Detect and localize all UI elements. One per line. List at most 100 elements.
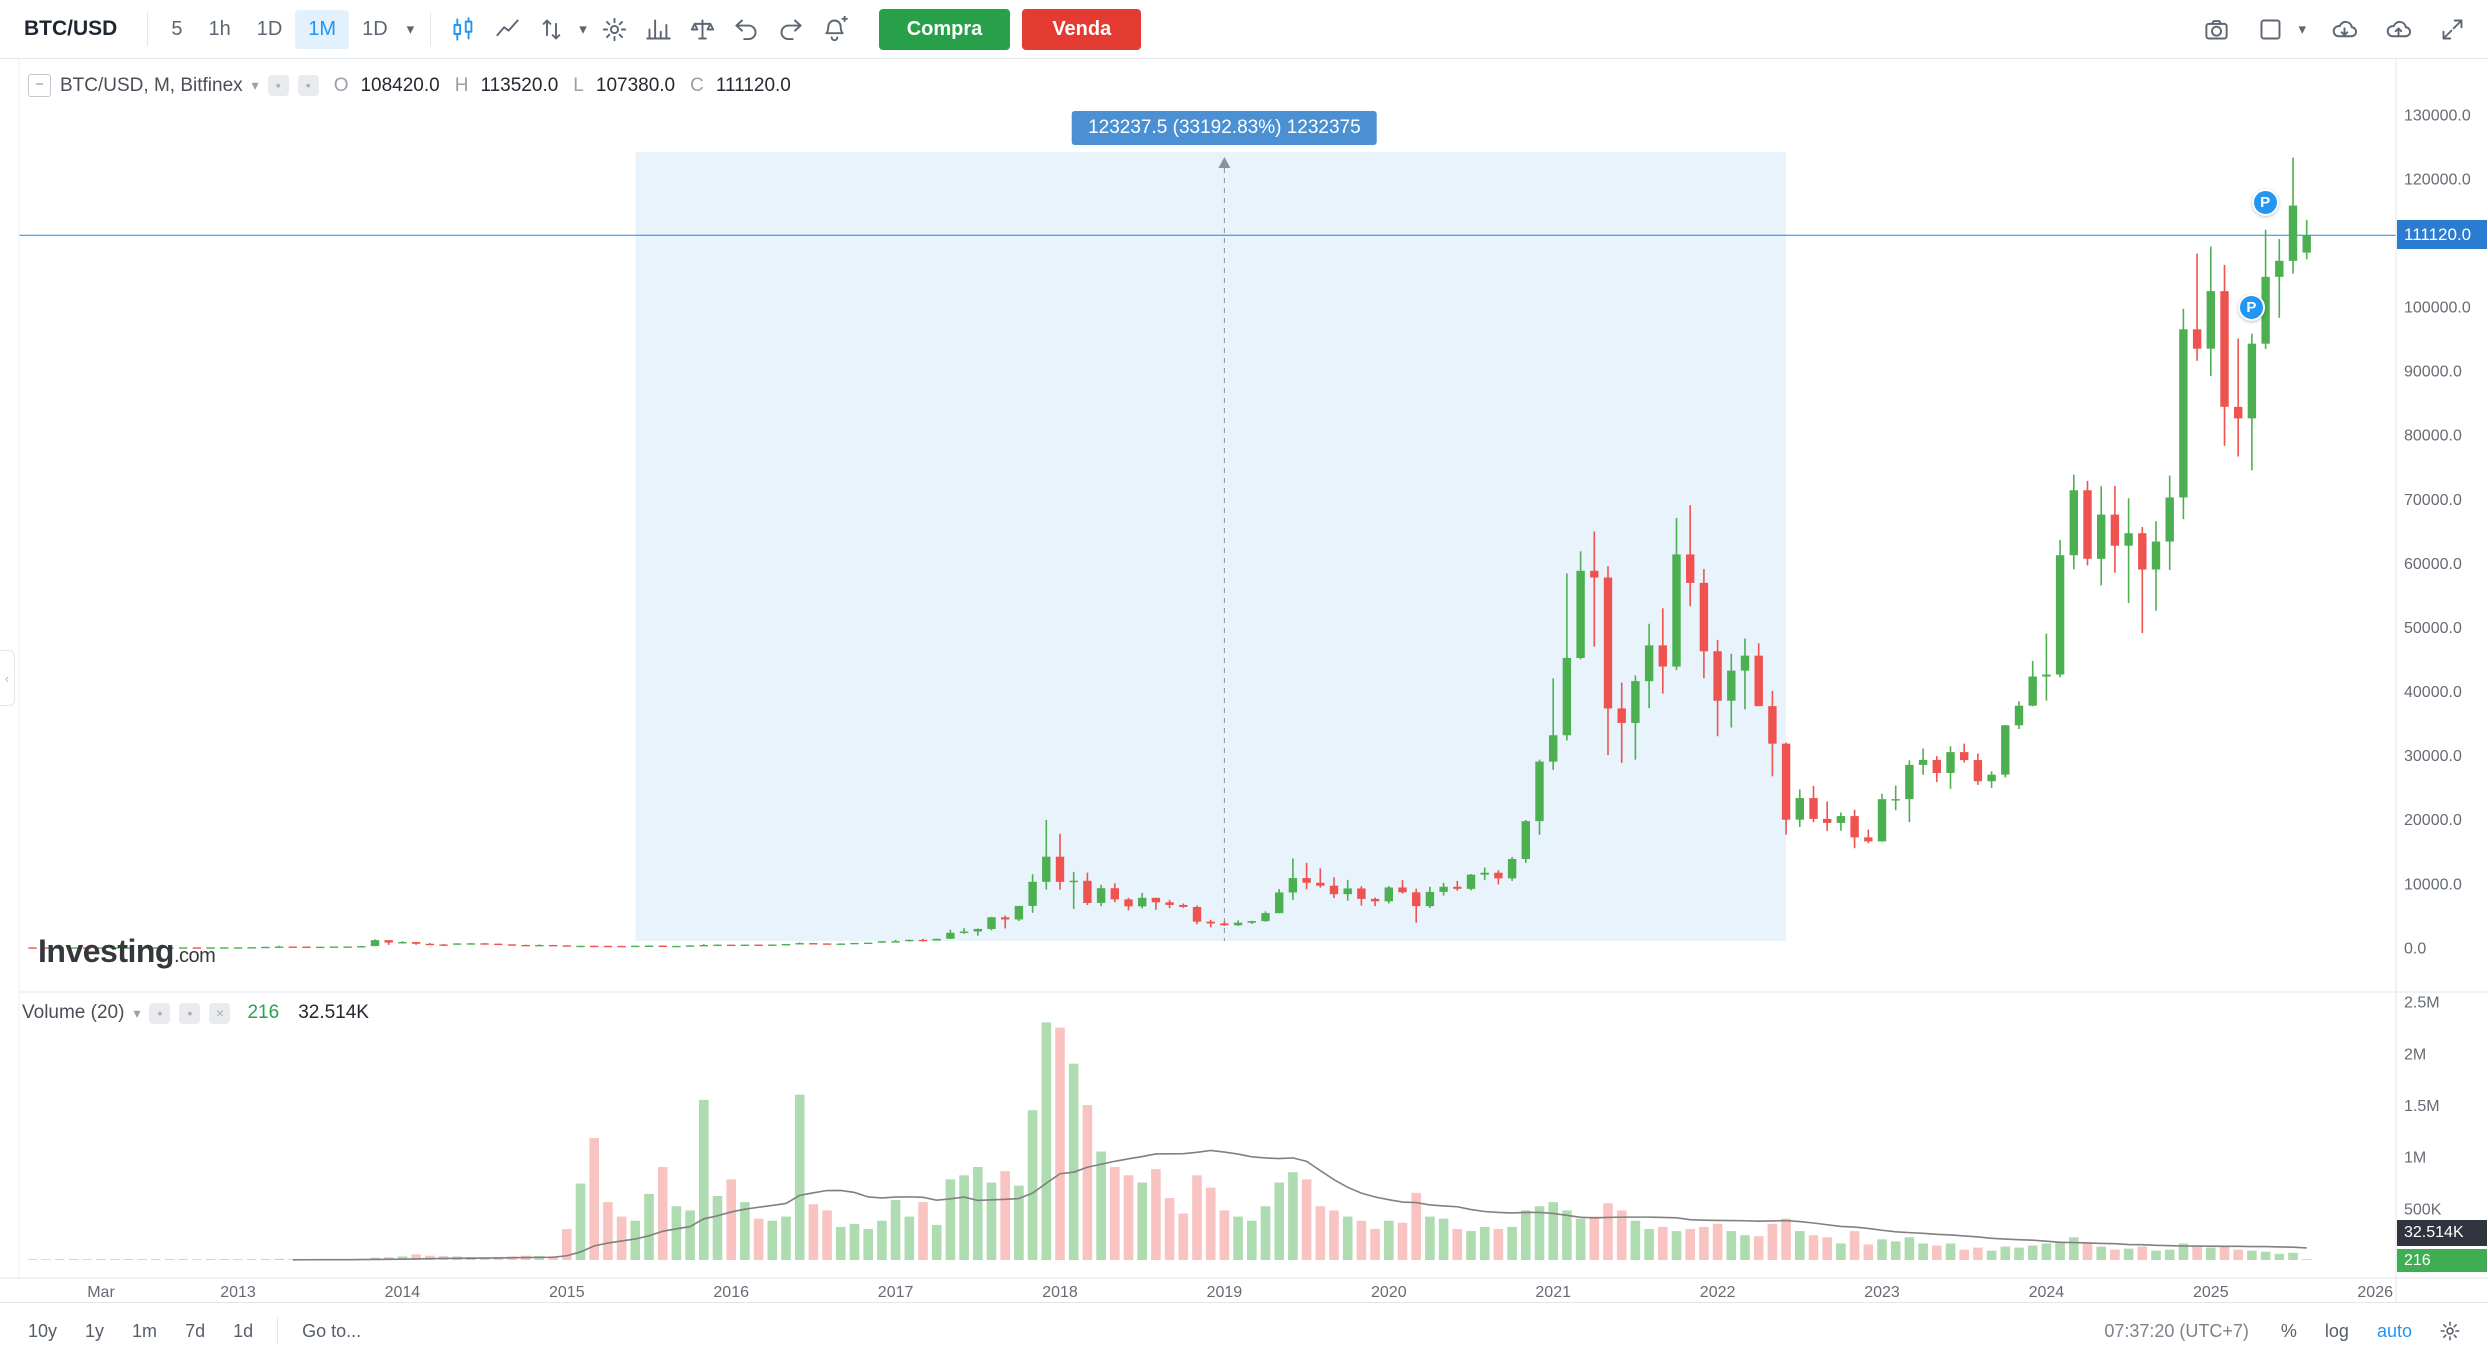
candlestick-icon: [453, 16, 473, 41]
layout-button[interactable]: [2248, 7, 2292, 51]
svg-text:2023: 2023: [1864, 1284, 1900, 1301]
interval-1d-2[interactable]: 1D: [349, 10, 401, 49]
close-icon[interactable]: ×: [209, 1002, 231, 1024]
svg-text:2022: 2022: [1700, 1284, 1736, 1301]
indicators-button[interactable]: [637, 7, 681, 51]
range-1m-button[interactable]: 1m: [120, 1314, 169, 1349]
interval-5[interactable]: 5: [158, 10, 195, 49]
compare-button[interactable]: [529, 7, 573, 51]
svg-text:2017: 2017: [878, 1284, 914, 1301]
svg-text:2026: 2026: [2357, 1284, 2393, 1301]
position-marker-1[interactable]: P: [2251, 188, 2279, 216]
footer-settings-button[interactable]: [2428, 1309, 2472, 1353]
high-value: 113520.0: [480, 74, 559, 96]
svg-text:10000.0: 10000.0: [2404, 876, 2462, 893]
interval-1m-active[interactable]: 1M: [295, 9, 350, 49]
svg-text:2015: 2015: [549, 1284, 585, 1301]
svg-text:2.5M: 2.5M: [2404, 995, 2440, 1012]
bottom-toolbar: 10y 1y 1m 7d 1d Go to... 07:37:20 (UTC+7…: [0, 1302, 2488, 1359]
visibility-icon[interactable]: •: [149, 1002, 171, 1024]
symbol-button[interactable]: BTC/USD: [24, 17, 118, 40]
investing-logo: Investing.com: [38, 933, 216, 970]
svg-text:80000.0: 80000.0: [2404, 428, 2462, 445]
toolbar-right: ▾: [2184, 7, 2474, 51]
svg-text:120000.0: 120000.0: [2404, 171, 2471, 188]
close-label: C: [690, 74, 704, 96]
chart-type-candles-button[interactable]: [441, 7, 485, 51]
screenshot-button[interactable]: [2194, 7, 2238, 51]
price-badge: 111120.0: [2397, 220, 2487, 250]
log-scale-button[interactable]: log: [2313, 1314, 2361, 1349]
volume-last-badge: 216: [2397, 1249, 2487, 1272]
svg-text:2M: 2M: [2404, 1046, 2426, 1063]
fullscreen-button[interactable]: [2430, 7, 2474, 51]
expand-icon: [2442, 19, 2462, 39]
range-10y-button[interactable]: 10y: [16, 1314, 69, 1349]
auto-scale-button[interactable]: auto: [2365, 1314, 2424, 1349]
footer-left: 10y 1y 1m 7d 1d Go to...: [16, 1314, 373, 1349]
svg-text:2016: 2016: [713, 1284, 749, 1301]
svg-text:130000.0: 130000.0: [2404, 107, 2471, 124]
percent-scale-button[interactable]: %: [2269, 1314, 2309, 1349]
goto-button[interactable]: Go to...: [290, 1314, 373, 1349]
svg-text:50000.0: 50000.0: [2404, 620, 2462, 637]
chevron-down-icon[interactable]: ▾: [251, 77, 259, 93]
svg-text:40000.0: 40000.0: [2404, 684, 2462, 701]
range-7d-button[interactable]: 7d: [173, 1314, 217, 1349]
alert-button[interactable]: [813, 7, 857, 51]
layout-icon: [2260, 19, 2281, 39]
low-value: 107380.0: [595, 74, 676, 96]
toolbar-left: BTC/USD 5 1h 1D 1M 1D ▾ ▾ Compra Venda: [14, 7, 1142, 51]
visibility-icon[interactable]: •: [267, 75, 289, 96]
svg-text:0.0: 0.0: [2404, 940, 2426, 957]
top-toolbar: BTC/USD 5 1h 1D 1M 1D ▾ ▾ Compra Venda: [0, 0, 2488, 59]
indicators-icon: [646, 19, 671, 39]
high-label: H: [454, 74, 469, 96]
volume-ma-badge: 32.514K: [2397, 1220, 2487, 1246]
interval-1d[interactable]: 1D: [244, 10, 296, 49]
chevron-down-icon[interactable]: ▾: [133, 1004, 141, 1021]
svg-text:2014: 2014: [385, 1284, 421, 1301]
save-chart-button[interactable]: [2376, 7, 2420, 51]
interval-dropdown-icon[interactable]: ▾: [401, 12, 421, 46]
svg-text:2021: 2021: [1535, 1284, 1571, 1301]
volume-legend-title[interactable]: Volume (20): [22, 1002, 125, 1023]
compare-scales-button[interactable]: [681, 7, 725, 51]
measure-tooltip: 123237.5 (33192.83%) 1232375: [1072, 111, 1377, 145]
svg-text:2020: 2020: [1371, 1284, 1407, 1301]
position-marker-2[interactable]: P: [2237, 293, 2265, 321]
load-chart-button[interactable]: [2322, 7, 2366, 51]
divider: [430, 12, 432, 46]
chart-type-line-button[interactable]: [485, 7, 529, 51]
gear-icon: [603, 17, 627, 41]
redo-button[interactable]: [769, 7, 813, 51]
redo-icon: [780, 19, 802, 40]
undo-button[interactable]: [725, 7, 769, 51]
sell-button[interactable]: Venda: [1022, 8, 1142, 50]
buy-button[interactable]: Compra: [878, 8, 1011, 50]
chart-style-dropdown-icon[interactable]: ▾: [573, 12, 593, 46]
sidebar-toggle[interactable]: ‹: [0, 650, 15, 706]
range-1y-button[interactable]: 1y: [73, 1314, 116, 1349]
volume-legend: Volume (20) ▾ • • × 216 32.514K: [22, 1002, 369, 1024]
low-label: L: [573, 74, 584, 96]
legend-symbol-title[interactable]: BTC/USD, M, Bitfinex: [60, 74, 243, 96]
series-settings-icon[interactable]: •: [297, 75, 319, 96]
settings-button[interactable]: [593, 7, 637, 51]
logo-suffix: .com: [173, 945, 216, 967]
layout-dropdown-icon[interactable]: ▾: [2292, 12, 2312, 46]
price-legend: − BTC/USD, M, Bitfinex ▾ • • O 108420.0 H…: [28, 74, 791, 97]
logo-text: Investing: [38, 933, 174, 969]
svg-text:1M: 1M: [2404, 1150, 2426, 1167]
gear-icon: [2440, 1321, 2460, 1341]
interval-1h[interactable]: 1h: [195, 10, 243, 49]
svg-text:30000.0: 30000.0: [2404, 748, 2462, 765]
range-1d-button[interactable]: 1d: [221, 1314, 265, 1349]
collapse-pane-icon[interactable]: −: [28, 74, 51, 97]
camera-icon: [2205, 19, 2228, 39]
indicator-settings-icon[interactable]: •: [179, 1002, 201, 1024]
clock-label: 07:37:20 (UTC+7): [2104, 1320, 2249, 1341]
svg-text:2018: 2018: [1042, 1284, 1078, 1301]
